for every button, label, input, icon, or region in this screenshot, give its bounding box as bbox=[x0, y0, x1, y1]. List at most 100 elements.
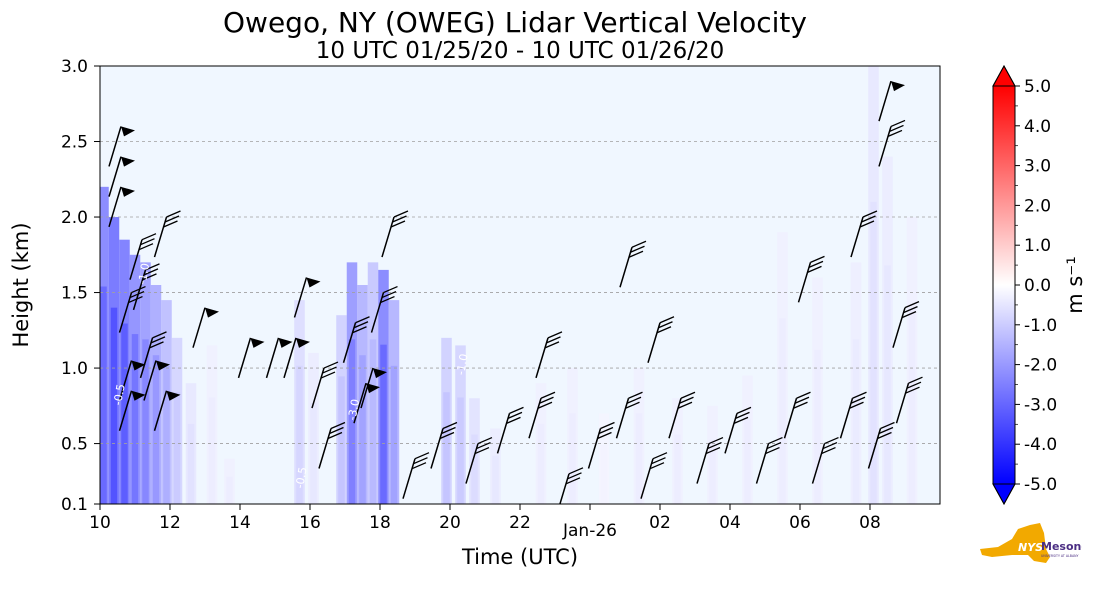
barb-pennant bbox=[121, 156, 135, 167]
barb-staff bbox=[783, 398, 798, 439]
barb-flag bbox=[625, 401, 640, 409]
colorbar-gradient bbox=[993, 86, 1015, 484]
barb-flag bbox=[850, 396, 866, 404]
barb-flag bbox=[477, 436, 493, 445]
barb-flag bbox=[679, 396, 694, 404]
barb-flag bbox=[768, 436, 783, 445]
barb-staff bbox=[850, 216, 864, 258]
wind-barb bbox=[318, 421, 346, 469]
barb-flag bbox=[628, 250, 644, 258]
barb-flag bbox=[651, 457, 666, 465]
velocity-core bbox=[390, 365, 398, 504]
velocity-core bbox=[173, 392, 181, 504]
barb-flag bbox=[166, 210, 181, 218]
wind-barb bbox=[640, 452, 668, 499]
wind-barb bbox=[108, 156, 135, 197]
barb-flag bbox=[890, 119, 906, 128]
colorbar-tick-label: -5.0 bbox=[1024, 475, 1057, 495]
barb-flag bbox=[794, 396, 810, 404]
barb-flag bbox=[600, 421, 615, 430]
wind-barb bbox=[283, 337, 310, 379]
barb-flag bbox=[822, 441, 838, 450]
colorbar-tick-label: -3.0 bbox=[1024, 395, 1057, 415]
velocity-core bbox=[338, 376, 345, 504]
wind-barb bbox=[878, 80, 905, 122]
barb-pennant bbox=[373, 368, 387, 379]
barb-flag bbox=[442, 421, 458, 430]
wind-barb bbox=[839, 391, 867, 439]
barb-flag bbox=[414, 452, 430, 460]
velocity-core bbox=[443, 392, 450, 504]
barb-staff bbox=[311, 367, 325, 409]
contour-label: -0.5 bbox=[111, 383, 128, 406]
barb-staff bbox=[867, 428, 882, 469]
barb-staff bbox=[528, 398, 542, 439]
barb-pennant bbox=[306, 277, 321, 288]
barb-flag bbox=[322, 366, 337, 374]
velocity-core bbox=[569, 413, 576, 504]
barb-staff bbox=[839, 398, 854, 439]
colorbar: 5.0 4.0 3.0 2.0 1.0 0.0 -1.0 -2.0 -3.0 -4.0 -5.0 m… bbox=[992, 64, 1087, 506]
barb-staff bbox=[108, 156, 122, 197]
barb-flag bbox=[474, 446, 490, 455]
barb-pennant bbox=[891, 81, 905, 92]
velocity-core bbox=[492, 455, 499, 504]
x-tick-label: 16 bbox=[299, 513, 321, 533]
barb-staff bbox=[153, 390, 168, 431]
barb-staff bbox=[465, 443, 479, 484]
barb-flag bbox=[140, 238, 155, 246]
x-date-label: Jan-26 bbox=[562, 521, 617, 541]
y-tick-label: 1.5 bbox=[61, 284, 88, 304]
barb-flag bbox=[659, 316, 675, 324]
y-tick-label: 0.5 bbox=[61, 435, 88, 455]
barb-flag bbox=[507, 411, 523, 419]
wind-barb bbox=[311, 361, 339, 409]
wind-barb bbox=[465, 436, 493, 484]
logo-nys-text: NYS bbox=[1018, 541, 1043, 554]
barb-flag bbox=[353, 321, 369, 329]
velocity-core bbox=[163, 365, 170, 504]
velocity-core bbox=[635, 413, 643, 504]
wind-barb bbox=[724, 406, 752, 454]
barb-flag bbox=[680, 391, 696, 399]
wind-barb bbox=[867, 421, 895, 469]
barb-flag bbox=[889, 124, 904, 133]
barb-staff bbox=[293, 277, 308, 318]
barb-flag bbox=[141, 233, 157, 241]
colorbar-tick-label: 5.0 bbox=[1024, 77, 1051, 97]
barb-flag bbox=[821, 446, 836, 455]
velocity-core bbox=[310, 402, 317, 504]
barb-staff bbox=[811, 443, 826, 484]
chart-subtitle: 10 UTC 01/25/20 - 10 UTC 01/26/20 bbox=[316, 38, 725, 64]
y-tick-label: 3.0 bbox=[61, 57, 88, 77]
barb-flag bbox=[506, 416, 521, 424]
barb-staff bbox=[640, 458, 654, 499]
barb-flag bbox=[861, 215, 876, 223]
barb-flag bbox=[626, 396, 642, 404]
barb-pennant bbox=[205, 307, 219, 318]
barb-flag bbox=[320, 371, 336, 379]
barb-flag bbox=[539, 396, 554, 404]
colorbar-tick-label: 2.0 bbox=[1024, 196, 1051, 216]
wind-barb bbox=[559, 467, 584, 504]
barb-flag bbox=[824, 436, 839, 445]
barb-staff bbox=[129, 239, 143, 280]
barb-flag bbox=[796, 391, 811, 399]
colorbar-ticks: 5.0 4.0 3.0 2.0 1.0 0.0 -1.0 -2.0 -3.0 -4.0 -5.0 bbox=[1015, 77, 1057, 495]
y-tick-label: 0.1 bbox=[61, 495, 88, 515]
barb-flag bbox=[808, 260, 824, 268]
barb-staff bbox=[118, 360, 133, 401]
barb-staff bbox=[895, 382, 910, 424]
colorbar-tick-label: 0.0 bbox=[1024, 276, 1051, 296]
barb-staff bbox=[108, 126, 122, 167]
barb-flag bbox=[705, 446, 721, 455]
barb-flag bbox=[413, 457, 428, 465]
wind-barb bbox=[797, 255, 825, 303]
barb-staff bbox=[755, 443, 770, 484]
colorbar-tick-label: 4.0 bbox=[1024, 117, 1051, 137]
wind-barb bbox=[293, 277, 321, 318]
x-tick-label: 10 bbox=[89, 513, 111, 533]
wind-barb bbox=[118, 285, 146, 333]
barb-flag bbox=[392, 215, 407, 223]
barb-flag bbox=[656, 326, 672, 334]
